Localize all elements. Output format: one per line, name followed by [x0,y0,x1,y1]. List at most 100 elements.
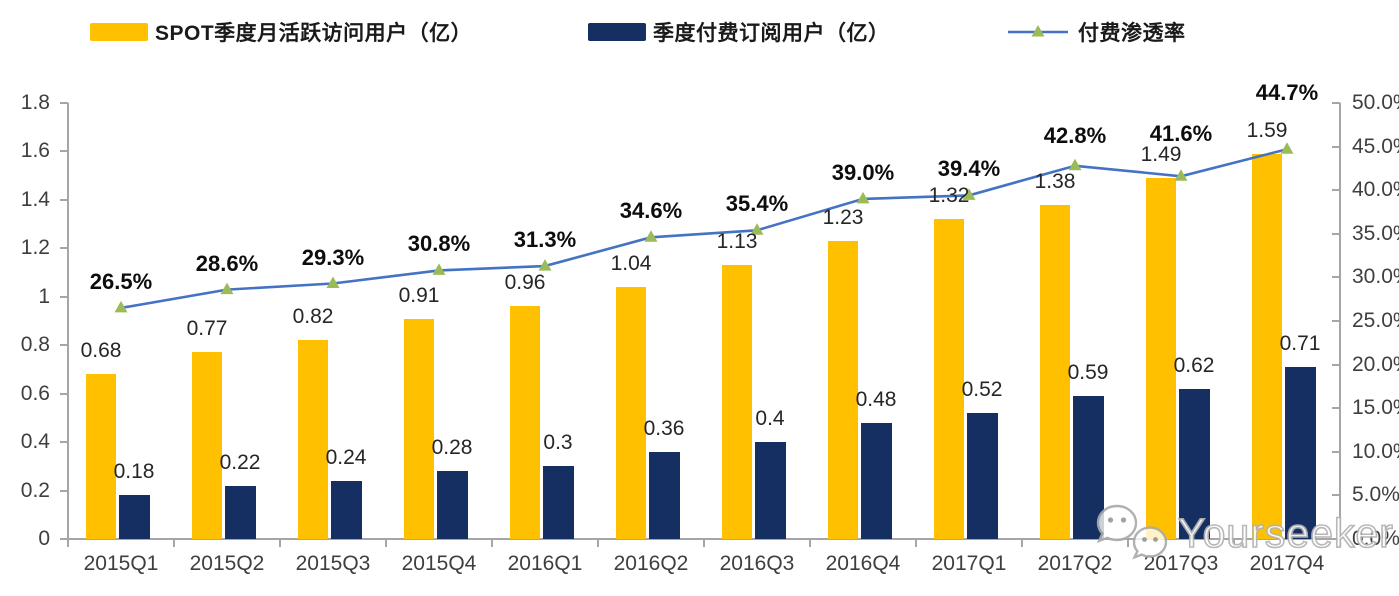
x-axis-tick [1021,539,1023,547]
mau-value-label: 1.59 [1246,118,1288,142]
left-axis-tick [60,538,68,540]
mau-bar [722,265,752,539]
right-axis-tick-label: 0.0% [1352,527,1399,550]
left-axis-tick-label: 0.4 [20,430,50,454]
mau-value-label: 1.32 [928,184,970,208]
left-axis-tick [60,198,68,201]
x-axis-tick [915,539,917,547]
x-axis-category-label: 2017Q2 [1037,552,1113,575]
line-marker-triangle [1174,169,1188,181]
mau-bar [192,352,222,539]
right-axis-tick [1332,232,1340,235]
right-axis-tick-label: 5.0% [1352,483,1399,507]
right-axis-tick [1332,494,1340,497]
subscriber-bar [861,422,892,539]
subscriber-value-label: 0.62 [1173,353,1215,377]
x-axis-category-label: 2016Q2 [613,552,689,575]
legend-item-mau: SPOT季度月活跃访问用户（亿） [90,18,472,46]
right-axis-tick [1332,363,1340,366]
mau-value-label: 0.82 [292,305,334,329]
chat-bubbles-icon [1096,504,1168,560]
line-marker-triangle [326,276,340,289]
left-axis-tick [60,150,68,153]
x-axis-tick [809,539,811,547]
left-axis-tick-label: 0 [38,527,50,550]
right-axis-line [1339,103,1341,540]
legend-swatch-mau [90,23,148,41]
subscriber-value-label: 0.3 [543,431,573,455]
right-axis-tick-label: 50.0% [1352,91,1399,114]
right-axis-tick-label: 10.0% [1352,439,1399,463]
mau-value-label: 1.13 [716,230,758,254]
subscriber-bar [649,451,680,539]
penetration-rate-label: 26.5% [89,268,153,294]
mau-bar [1252,153,1282,539]
penetration-rate-label: 31.3% [513,227,577,253]
subscriber-bar [967,413,998,539]
left-axis-tick-label: 0.8 [20,333,50,357]
line-marker-triangle [856,191,870,204]
penetration-rate-label: 44.7% [1255,80,1319,106]
subscriber-bar [755,442,786,539]
x-axis-category-label: 2016Q3 [719,552,795,575]
left-axis-tick [60,344,68,347]
right-axis-tick [1332,450,1340,453]
mau-value-label: 1.23 [822,206,864,230]
left-axis-tick [60,441,68,444]
x-axis-category-label: 2015Q4 [401,552,477,575]
mau-bar [298,340,328,539]
mau-bar [510,306,540,539]
subscriber-value-label: 0.22 [219,450,261,474]
x-axis-category-label: 2016Q1 [507,552,583,575]
right-axis-tick-label: 35.0% [1352,221,1399,245]
mau-bar [616,287,646,539]
subscriber-value-label: 0.71 [1279,332,1321,356]
right-axis-tick [1332,407,1340,410]
subscriber-value-label: 0.48 [855,387,897,411]
mau-bar [404,318,434,539]
right-axis-tick-label: 30.0% [1352,265,1399,289]
penetration-rate-label: 42.8% [1043,122,1107,148]
mau-bar [828,241,858,539]
mau-bar [86,374,116,539]
mau-value-label: 1.49 [1140,143,1182,167]
mau-bar [934,219,964,539]
left-axis-tick-label: 0.2 [20,478,50,502]
subscriber-bar [331,480,362,539]
left-axis-tick-label: 1.2 [20,236,50,260]
line-marker-triangle [1280,142,1294,154]
watermark-text: Yourseeker [1177,509,1394,557]
x-axis-category-label: 2017Q3 [1143,552,1219,575]
right-axis-tick [1332,276,1340,279]
line-marker-triangle [432,263,446,275]
subscriber-bar [437,471,468,539]
x-axis-category-label: 2015Q2 [189,552,265,575]
penetration-rate-label: 39.0% [831,159,895,185]
right-axis-tick-label: 45.0% [1352,134,1399,158]
left-axis-tick-label: 1.4 [20,187,50,211]
mau-bar [1040,204,1070,539]
x-axis-tick [385,539,387,547]
x-axis-tick [173,539,175,547]
x-axis-category-label: 2017Q4 [1249,552,1325,575]
legend-label-penetration: 付费渗透率 [1078,22,1186,45]
penetration-rate-label: 41.6% [1149,121,1213,147]
subscriber-bar [1179,388,1210,539]
right-axis-tick [1332,189,1340,192]
x-axis-tick [491,539,493,547]
right-axis-tick-label: 20.0% [1352,352,1399,376]
mau-bar [1146,178,1176,539]
legend-label-mau: SPOT季度月活跃访问用户（亿） [155,22,473,45]
left-axis-tick-label: 1 [38,284,50,308]
mau-value-label: 0.68 [80,339,122,363]
x-axis-tick [279,539,281,547]
x-axis-tick [67,539,69,547]
legend-label-subscribers: 季度付费订阅用户（亿） [653,22,890,45]
penetration-rate-label: 29.3% [301,244,365,270]
right-axis-tick-label: 40.0% [1352,178,1399,202]
left-axis-tick-label: 1.6 [20,139,50,163]
mau-value-label: 1.04 [610,252,652,276]
left-axis-tick [60,102,68,104]
legend-swatch-subscribers [588,23,646,41]
subscriber-bar [543,466,574,539]
